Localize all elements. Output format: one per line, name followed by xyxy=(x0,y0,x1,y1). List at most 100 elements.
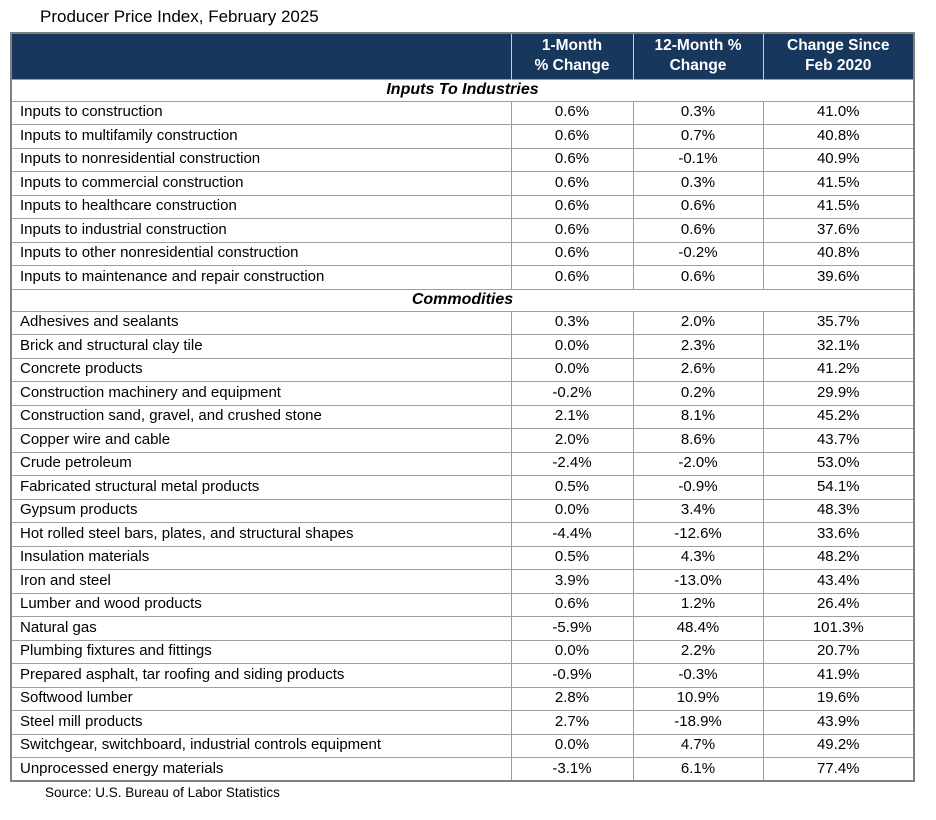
row-value: 19.6% xyxy=(762,686,915,711)
table-row: Inputs to healthcare construction 0.6% 0.6… xyxy=(10,194,915,219)
table-row: Prepared asphalt, tar roofing and siding… xyxy=(10,663,915,688)
row-value: 0.6% xyxy=(510,592,634,617)
row-label: Switchgear, switchboard, industrial cont… xyxy=(10,733,512,758)
row-value: 0.6% xyxy=(510,171,634,196)
row-value: -0.9% xyxy=(510,663,634,688)
row-value: 20.7% xyxy=(762,639,915,664)
row-label: Hot rolled steel bars, plates, and struc… xyxy=(10,522,512,547)
row-value: 2.0% xyxy=(632,310,764,335)
table-row: Inputs to multifamily construction 0.6% 0.… xyxy=(10,124,915,149)
table-row: Inputs to industrial construction 0.6% 0.6… xyxy=(10,218,915,243)
row-label: Brick and structural clay tile xyxy=(10,334,512,359)
row-value: 0.3% xyxy=(632,100,764,125)
header-cell-blank xyxy=(11,33,511,79)
row-value: 4.3% xyxy=(632,545,764,570)
row-value: 43.9% xyxy=(762,710,915,735)
table-row: Brick and structural clay tile 0.0% 2.3% 32… xyxy=(10,334,915,359)
row-label: Inputs to commercial construction xyxy=(10,171,512,196)
row-value: 2.6% xyxy=(632,357,764,382)
row-value: -0.2% xyxy=(510,381,634,406)
row-label: Inputs to construction xyxy=(10,100,512,125)
row-label: Prepared asphalt, tar roofing and siding… xyxy=(10,663,512,688)
section-header-row: Commodities xyxy=(10,288,915,312)
row-value: 40.8% xyxy=(762,241,915,266)
row-label: Inputs to nonresidential construction xyxy=(10,147,512,172)
row-value: 49.2% xyxy=(762,733,915,758)
row-label: Softwood lumber xyxy=(10,686,512,711)
section-title: Inputs To Industries xyxy=(10,78,915,102)
row-value: 8.1% xyxy=(632,404,764,429)
row-value: 2.3% xyxy=(632,334,764,359)
row-value: -0.9% xyxy=(632,475,764,500)
row-value: 0.6% xyxy=(510,147,634,172)
row-value: 0.0% xyxy=(510,357,634,382)
row-label: Unprocessed energy materials xyxy=(10,757,512,782)
row-value: 48.2% xyxy=(762,545,915,570)
table-row: Inputs to commercial construction 0.6% 0.3… xyxy=(10,171,915,196)
table-row: Switchgear, switchboard, industrial cont… xyxy=(10,733,915,758)
row-value: 0.5% xyxy=(510,475,634,500)
row-value: -18.9% xyxy=(632,710,764,735)
row-value: 1.2% xyxy=(632,592,764,617)
row-value: 41.2% xyxy=(762,357,915,382)
table-row: Insulation materials 0.5% 4.3% 48.2% xyxy=(10,545,915,570)
row-value: 0.0% xyxy=(510,334,634,359)
row-value: 77.4% xyxy=(762,757,915,782)
header-cell-12month: 12-Month % Change xyxy=(632,33,763,79)
table-row: Inputs to other nonresidential construct… xyxy=(10,241,915,266)
row-value: 0.3% xyxy=(510,310,634,335)
table-body: Inputs To Industries Inputs to constructi… xyxy=(10,78,915,782)
header-cell-1month: 1-Month % Change xyxy=(510,33,633,79)
header-cell-since-feb2020: Change Since Feb 2020 xyxy=(762,33,914,79)
row-value: 2.0% xyxy=(510,428,634,453)
table-row: Softwood lumber 2.8% 10.9% 19.6% xyxy=(10,686,915,711)
row-value: 32.1% xyxy=(762,334,915,359)
row-value: 0.6% xyxy=(632,218,764,243)
row-value: 41.5% xyxy=(762,194,915,219)
row-label: Iron and steel xyxy=(10,569,512,594)
table-row: Gypsum products 0.0% 3.4% 48.3% xyxy=(10,498,915,523)
row-value: 33.6% xyxy=(762,522,915,547)
table-row: Adhesives and sealants 0.3% 2.0% 35.7% xyxy=(10,310,915,335)
row-value: -0.1% xyxy=(632,147,764,172)
row-value: -5.9% xyxy=(510,616,634,641)
section-header-row: Inputs To Industries xyxy=(10,78,915,102)
row-label: Inputs to healthcare construction xyxy=(10,194,512,219)
row-value: 53.0% xyxy=(762,451,915,476)
table-row: Crude petroleum -2.4% -2.0% 53.0% xyxy=(10,451,915,476)
header-row: 1-Month % Change 12-Month % Change Chang… xyxy=(11,33,914,79)
row-label: Crude petroleum xyxy=(10,451,512,476)
row-value: 29.9% xyxy=(762,381,915,406)
row-value: 41.5% xyxy=(762,171,915,196)
row-label: Construction sand, gravel, and crushed s… xyxy=(10,404,512,429)
row-value: -4.4% xyxy=(510,522,634,547)
row-value: -3.1% xyxy=(510,757,634,782)
row-value: 0.6% xyxy=(510,100,634,125)
source-note: Source: U.S. Bureau of Labor Statistics xyxy=(45,785,280,800)
row-value: 48.4% xyxy=(632,616,764,641)
table-row: Plumbing fixtures and fittings 0.0% 2.2% 20… xyxy=(10,639,915,664)
section-title: Commodities xyxy=(10,288,915,312)
row-label: Inputs to maintenance and repair constru… xyxy=(10,265,512,290)
row-value: -13.0% xyxy=(632,569,764,594)
row-label: Steel mill products xyxy=(10,710,512,735)
row-value: -0.3% xyxy=(632,663,764,688)
row-value: 0.6% xyxy=(632,194,764,219)
table-row: Inputs to construction 0.6% 0.3% 41.0% xyxy=(10,100,915,125)
row-value: 2.2% xyxy=(632,639,764,664)
row-label: Inputs to industrial construction xyxy=(10,218,512,243)
row-value: 0.5% xyxy=(510,545,634,570)
row-value: 0.3% xyxy=(632,171,764,196)
row-value: 6.1% xyxy=(632,757,764,782)
row-label: Natural gas xyxy=(10,616,512,641)
table-row: Construction sand, gravel, and crushed s… xyxy=(10,404,915,429)
table-row: Construction machinery and equipment -0.2… xyxy=(10,381,915,406)
row-value: 40.8% xyxy=(762,124,915,149)
row-value: 0.6% xyxy=(510,265,634,290)
row-value: 10.9% xyxy=(632,686,764,711)
row-value: 35.7% xyxy=(762,310,915,335)
row-label: Concrete products xyxy=(10,357,512,382)
row-value: 40.9% xyxy=(762,147,915,172)
row-label: Inputs to other nonresidential construct… xyxy=(10,241,512,266)
